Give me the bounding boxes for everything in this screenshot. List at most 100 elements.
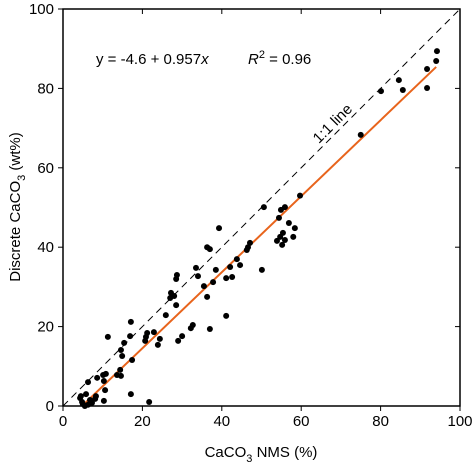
point	[277, 206, 284, 213]
point	[117, 347, 124, 354]
y-axis-label: Discrete CaCO3 (wt%)	[7, 132, 28, 281]
x-tick-label: 0	[59, 413, 67, 430]
equation-part: y = -4.6 + 0.957	[96, 51, 201, 68]
point	[281, 237, 288, 244]
point	[100, 397, 107, 404]
point	[162, 312, 169, 319]
point	[119, 352, 126, 359]
point	[127, 333, 134, 340]
x-tick-label: 80	[372, 413, 389, 430]
y-tick-label: 20	[37, 319, 54, 336]
point	[291, 225, 298, 232]
point	[399, 86, 406, 93]
point	[216, 225, 223, 232]
point	[290, 233, 297, 240]
point	[210, 279, 217, 286]
x-label-part: NMS (%)	[252, 444, 317, 461]
x-label-sub: 3	[246, 453, 252, 465]
y-tick-label: 100	[29, 1, 54, 18]
r-squared-part: R	[248, 51, 259, 68]
point	[227, 264, 234, 271]
point	[212, 266, 219, 273]
point	[206, 325, 213, 332]
regression-line	[81, 66, 437, 407]
point	[104, 333, 111, 340]
equation: y = -4.6 + 0.957x	[96, 51, 209, 68]
point	[233, 256, 240, 263]
point	[395, 77, 402, 84]
x-axis-label: CaCO3 NMS (%)	[205, 444, 318, 465]
y-label-part: (wt%)	[7, 132, 24, 175]
point	[277, 233, 284, 240]
y-label-sub: 3	[16, 175, 28, 181]
point	[377, 88, 384, 95]
point	[173, 302, 180, 309]
point	[167, 289, 174, 296]
one-to-one-label: 1:1 line	[310, 101, 356, 147]
point	[156, 335, 163, 342]
point	[297, 192, 304, 199]
x-tick-label: 60	[293, 413, 310, 430]
point	[424, 65, 431, 72]
point	[117, 366, 124, 373]
r-squared-sup: 2	[259, 49, 265, 61]
point	[279, 241, 286, 248]
x-tick-label: 20	[134, 413, 151, 430]
x-tick-label: 40	[213, 413, 230, 430]
point	[81, 403, 88, 409]
point	[146, 399, 153, 406]
point	[129, 356, 136, 363]
point	[433, 58, 440, 65]
point	[243, 246, 250, 253]
point	[424, 85, 431, 92]
point	[204, 293, 211, 300]
x-tick-label: 100	[447, 413, 472, 430]
point	[167, 295, 174, 302]
x-label-part: CaCO	[205, 444, 247, 461]
point	[102, 387, 109, 394]
point	[179, 333, 186, 340]
point	[144, 329, 151, 336]
point	[433, 48, 440, 55]
point	[83, 391, 90, 398]
point	[77, 395, 84, 402]
point	[173, 271, 180, 278]
r-squared-part: = 0.96	[265, 51, 311, 68]
point	[154, 341, 161, 348]
point	[187, 325, 194, 332]
y-tick-label: 60	[37, 160, 54, 177]
equation-part: x	[200, 51, 209, 68]
point	[258, 266, 265, 273]
point	[223, 312, 230, 319]
point	[142, 337, 149, 344]
point	[223, 275, 230, 282]
point	[237, 262, 244, 269]
point	[175, 337, 182, 344]
point	[285, 219, 292, 226]
point	[275, 214, 282, 221]
y-tick-label: 40	[37, 239, 54, 256]
point	[229, 273, 236, 280]
point	[357, 131, 364, 138]
point	[206, 246, 213, 253]
point	[194, 273, 201, 280]
point	[260, 204, 267, 211]
point	[200, 283, 207, 290]
plot-frame	[62, 8, 461, 407]
point	[150, 329, 157, 336]
point	[100, 377, 107, 384]
point	[94, 374, 101, 381]
point	[100, 372, 107, 379]
point	[113, 372, 120, 379]
point	[86, 397, 93, 404]
point	[192, 264, 199, 271]
y-label-part: Discrete CaCO	[7, 181, 24, 282]
point	[127, 391, 134, 398]
point	[121, 339, 128, 346]
point	[85, 379, 92, 386]
y-tick-label: 0	[46, 398, 54, 415]
y-tick-label: 80	[37, 80, 54, 97]
r-squared: R2 = 0.96	[248, 49, 311, 68]
point	[127, 318, 134, 325]
